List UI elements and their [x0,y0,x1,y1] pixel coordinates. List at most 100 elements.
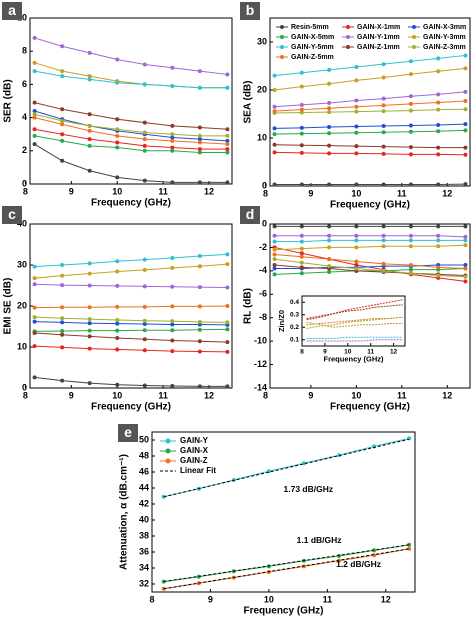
data-point [299,224,304,229]
data-point [463,243,468,248]
data-point [266,564,271,569]
data-point [272,132,277,137]
data-point [32,264,37,269]
data-point [436,129,441,134]
data-point [170,322,175,327]
legend-marker [280,35,284,39]
data-point [87,74,92,79]
series-line [306,304,403,319]
data-point [115,347,120,352]
series-line [34,113,228,137]
data-point [408,108,413,113]
legend-marker [412,25,416,29]
data-point [197,147,202,152]
data-point [272,88,277,92]
data-point [354,78,359,83]
data-point [142,318,147,323]
data-point [225,384,230,389]
data-point [272,252,277,257]
data-point [299,131,304,136]
y-tick-label: 0.1 [290,336,299,343]
data-point [170,338,175,343]
data-point [142,337,147,342]
data-point [60,107,65,112]
data-point [299,271,304,276]
data-point [272,126,277,131]
data-point [197,304,202,309]
data-point [115,259,120,264]
legend-marker [346,45,350,49]
data-point [32,60,37,65]
data-point [60,273,65,278]
data-point [115,321,120,326]
data-point [142,82,147,87]
data-point [32,108,37,113]
data-point [381,124,386,128]
data-point [32,35,37,40]
data-point [115,133,120,138]
series-line [34,321,228,326]
data-point [299,110,304,115]
series-line [274,264,466,277]
y-tick-label: 32 [139,578,149,588]
y-tick-label: 20 [17,300,27,310]
legend-marker [280,55,284,59]
data-point [272,257,277,262]
data-point [463,224,468,229]
y-tick-label: -8 [259,312,267,322]
series-line [34,110,228,142]
data-point [299,84,304,89]
legend-label: GAIN-Y-5mm [291,44,334,51]
data-point [327,257,332,262]
y-tick-label: -2 [259,242,267,252]
data-point [299,102,304,107]
x-tick-label: 11 [158,186,168,196]
data-point [32,344,37,349]
series-line [306,316,403,326]
data-point [381,103,386,108]
data-point [32,112,37,117]
data-point [170,123,175,128]
data-point [301,461,306,466]
data-point [87,317,92,322]
x-axis-label: Frequency (GHz) [323,355,384,364]
x-tick-label: 9 [69,390,74,400]
panel-label: b [246,2,255,18]
x-tick-label: 11 [397,390,407,400]
series-line [34,253,228,268]
data-point [170,383,175,388]
data-point [327,81,332,86]
data-point [87,77,92,82]
series-line [34,128,228,150]
data-point [354,182,359,187]
data-point [225,340,230,345]
data-point [115,335,120,340]
x-tick-label: 10 [112,390,122,400]
data-point [115,175,120,180]
data-point [197,85,202,90]
data-point [32,133,37,138]
y-tick-label: 8 [22,46,27,56]
data-point [60,345,65,350]
data-point [299,239,304,244]
series-line [274,239,466,243]
series-line [34,70,228,89]
y-tick-label: 20 [257,84,267,94]
data-point [299,182,304,187]
data-point [115,382,120,387]
data-point [197,180,202,185]
data-point [170,319,175,324]
data-point [197,150,202,155]
data-point [170,65,175,70]
data-point [197,327,202,332]
data-point [142,137,147,142]
series-line [306,299,403,321]
data-point [436,238,441,243]
data-point [142,143,147,148]
data-point [115,283,120,288]
data-point [463,279,468,284]
data-point [272,224,277,229]
data-point [197,339,202,344]
data-point [327,224,332,229]
data-point [225,147,230,152]
